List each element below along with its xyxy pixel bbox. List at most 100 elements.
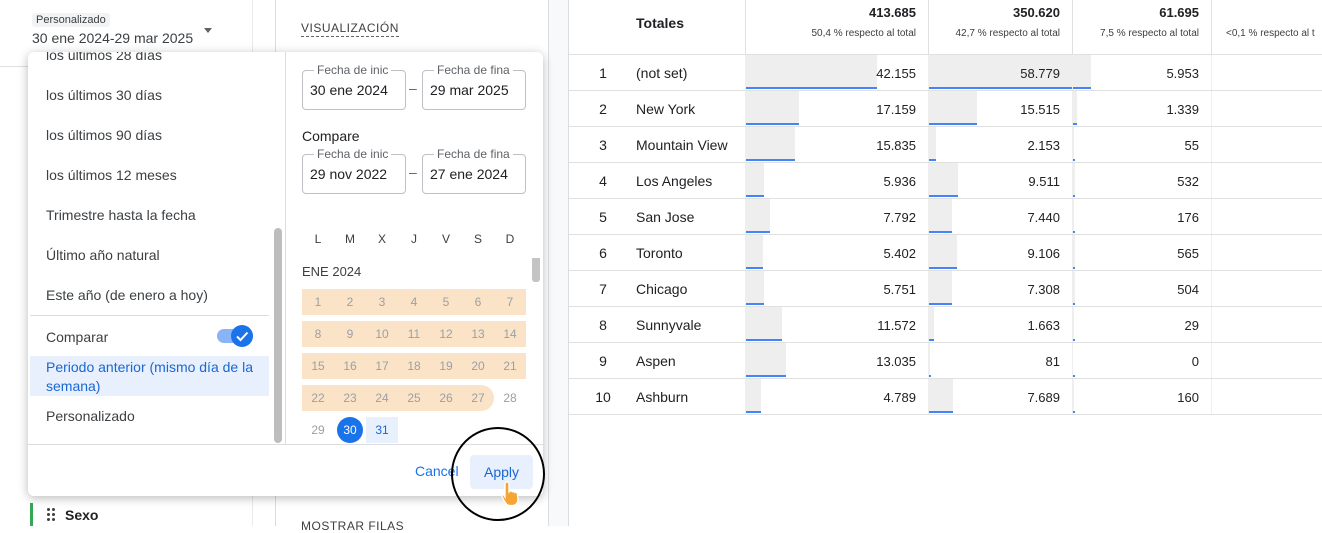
date-picker: los últimos 28 días los últimos 30 días lo…	[28, 52, 543, 496]
rank: 7	[588, 281, 618, 297]
total-note: 42,7 % respecto al total	[955, 28, 1060, 39]
dimension-label: Sexo	[65, 507, 98, 523]
preset-option[interactable]: los últimos 12 meses	[46, 167, 177, 183]
calendar-day[interactable]: 31	[366, 417, 398, 443]
cell-value: 15.835	[876, 138, 916, 153]
calendar-day[interactable]: 11	[398, 321, 430, 347]
preset-option[interactable]: Trimestre hasta la fecha	[46, 207, 196, 223]
value-bar-line	[746, 159, 795, 161]
column-divider	[745, 127, 746, 162]
city: Toronto	[636, 245, 683, 261]
calendar-day[interactable]: 26	[430, 385, 462, 411]
calendar-day[interactable]: 7	[494, 289, 526, 315]
value-bar-line	[929, 339, 934, 341]
column-divider	[1211, 199, 1212, 234]
compare-option[interactable]: Personalizado	[46, 408, 135, 424]
calendar-day[interactable]: 8	[302, 321, 334, 347]
field-label: Fecha de inic	[314, 147, 391, 161]
total-note: 50,4 % respecto al total	[811, 28, 916, 39]
drag-handle[interactable]	[47, 508, 57, 522]
range-separator: –	[409, 80, 417, 96]
column-divider	[745, 55, 746, 90]
column-divider	[1211, 271, 1212, 306]
calendar-day[interactable]: 19	[430, 353, 462, 379]
cell-value: 176	[1177, 210, 1199, 225]
calendar-day[interactable]: 1	[302, 289, 334, 315]
calendar-day[interactable]: 21	[494, 353, 526, 379]
dropdown-arrow[interactable]	[204, 28, 212, 33]
calendar-day[interactable]: 17	[366, 353, 398, 379]
cell-value: 504	[1177, 282, 1199, 297]
value-bar-line	[929, 231, 952, 233]
preset-option[interactable]: los últimos 28 días	[46, 52, 162, 63]
column-divider	[928, 127, 929, 162]
column-divider	[1211, 307, 1212, 342]
value-bar	[746, 379, 761, 412]
calendar-day[interactable]: 29	[302, 417, 334, 443]
value-bar	[746, 199, 770, 232]
cell-value: 2.153	[1027, 138, 1060, 153]
field-label: Fecha de fina	[434, 63, 513, 77]
calendar-day[interactable]: 14	[494, 321, 526, 347]
calendar-day[interactable]: 6	[462, 289, 494, 315]
hand-cursor	[500, 480, 526, 508]
calendar-day[interactable]: 24	[366, 385, 398, 411]
calendar-day[interactable]: 25	[398, 385, 430, 411]
column-divider	[1211, 163, 1212, 198]
compare-label: Comparar	[46, 329, 108, 345]
calendar-day[interactable]: 28	[494, 385, 526, 411]
value-bar-line	[1073, 303, 1075, 305]
calendar-day[interactable]: 12	[430, 321, 462, 347]
city: Sunnyvale	[636, 317, 701, 333]
section-title: MOSTRAR FILAS	[301, 519, 404, 533]
preset-option[interactable]: los últimos 90 días	[46, 127, 162, 143]
column-divider	[745, 0, 746, 54]
calendar-day[interactable]: 20	[462, 353, 494, 379]
value-bar-line	[746, 411, 761, 413]
preset-option[interactable]: Este año (de enero a hoy)	[46, 287, 208, 303]
calendar-day[interactable]: 30	[337, 417, 363, 443]
total-value: 413.685	[869, 5, 916, 20]
calendar-day[interactable]: 15	[302, 353, 334, 379]
column-divider	[745, 271, 746, 306]
cell-value: 7.440	[1027, 210, 1060, 225]
calendar-day[interactable]: 2	[334, 289, 366, 315]
calendar-day[interactable]: 16	[334, 353, 366, 379]
calendar-day[interactable]: 10	[366, 321, 398, 347]
compare-option[interactable]: Periodo anterior (mismo día de la semana…	[46, 358, 256, 396]
value-bar-line	[1073, 123, 1077, 125]
field-label: Fecha de fina	[434, 147, 513, 161]
calendar-day[interactable]: 4	[398, 289, 430, 315]
calendar-day[interactable]: 18	[398, 353, 430, 379]
date-range[interactable]: 30 ene 2024-29 mar 2025	[32, 30, 193, 46]
calendar-day[interactable]: 3	[366, 289, 398, 315]
column-divider	[928, 235, 929, 270]
value-bar-line	[929, 87, 1073, 89]
value-bar-line	[746, 231, 770, 233]
cell-value: 565	[1177, 246, 1199, 261]
calendar-day[interactable]: 9	[334, 321, 366, 347]
rank: 9	[588, 353, 618, 369]
value-bar-line	[929, 303, 952, 305]
value-bar	[746, 163, 764, 196]
calendar-day[interactable]: 5	[430, 289, 462, 315]
value-bar	[746, 235, 763, 268]
column-divider	[1211, 127, 1212, 162]
calendar-day[interactable]: 13	[462, 321, 494, 347]
value-bar	[1073, 271, 1075, 304]
calendar-day[interactable]: 27	[462, 385, 494, 411]
preset-option[interactable]: Último año natural	[46, 247, 160, 263]
calendar-day[interactable]: 22	[302, 385, 334, 411]
compare-toggle[interactable]	[217, 329, 253, 343]
table-header: Totales	[636, 15, 684, 31]
preset-option[interactable]: los últimos 30 días	[46, 87, 162, 103]
column-divider	[1072, 307, 1073, 342]
column-divider	[745, 91, 746, 126]
rank: 5	[588, 209, 618, 225]
chip: Personalizado	[32, 13, 110, 27]
calendar-day[interactable]: 23	[334, 385, 366, 411]
